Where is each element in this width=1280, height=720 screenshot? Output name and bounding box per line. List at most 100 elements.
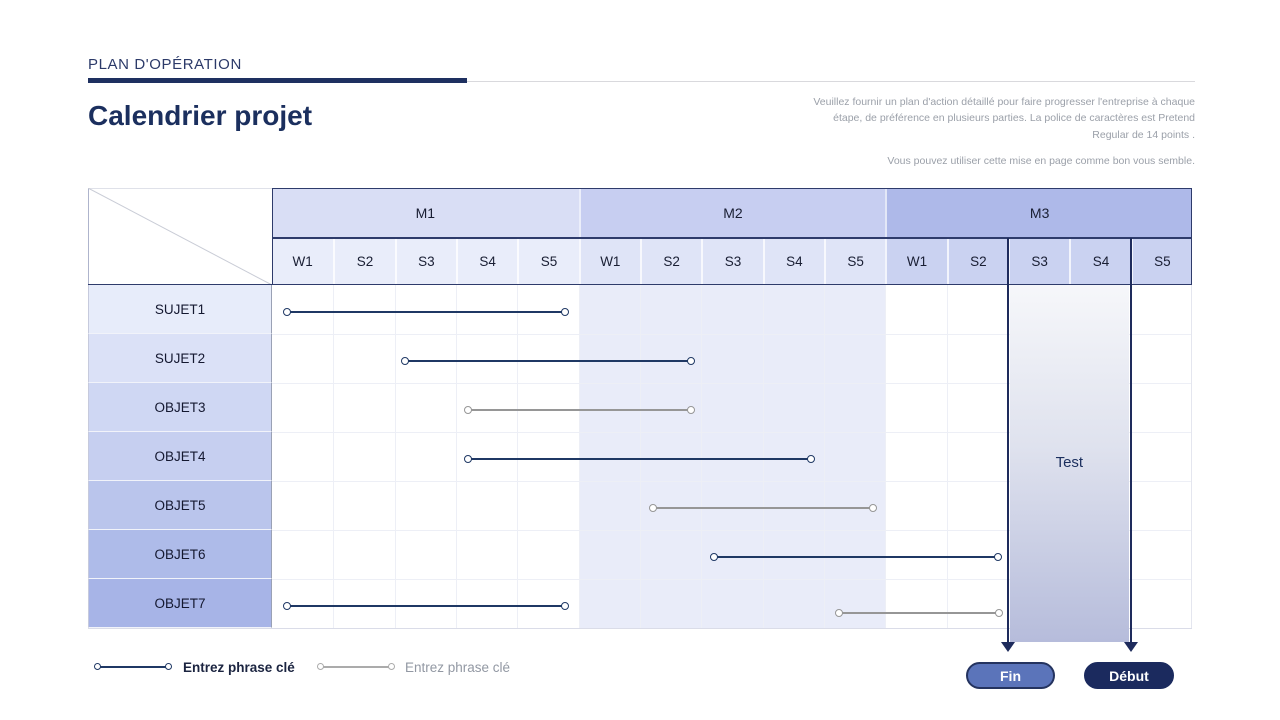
gantt-table: M1 W1 S2 S3 S4 S5 M2 W1 S2 S3 S4 S5 M3 W1 S2 S3 S4 S5 SUJE… — [88, 188, 1192, 663]
month-header-m3: M3 — [885, 188, 1192, 238]
highlight-column-fill — [1010, 285, 1129, 642]
gantt-bar-objet3-endpoint-start — [464, 406, 473, 414]
gantt-bar-objet6 — [713, 555, 998, 559]
row-label-objet3: OBJET3 — [88, 383, 272, 432]
gantt-bar-objet7-b-endpoint-end — [994, 609, 1003, 617]
week-header-m2-w1: W1 — [578, 238, 640, 285]
legend-label-secondary: Entrez phrase clé — [405, 660, 511, 675]
week-header-m3-s2: S2 — [946, 238, 1008, 285]
gantt-bar-objet5-endpoint-end — [869, 504, 878, 512]
legend-line-primary — [94, 663, 172, 670]
gantt-bar-objet4-endpoint-end — [807, 455, 816, 463]
month-header-m1: M1 — [272, 188, 579, 238]
highlight-left-arrow-icon — [1001, 642, 1015, 652]
gantt-bar-objet3 — [468, 408, 691, 412]
page-title: Calendrier projet — [88, 100, 313, 131]
month2-body-tint — [578, 285, 886, 628]
gantt-bar-objet3-endpoint-end — [686, 406, 695, 414]
gantt-bar-objet7-endpoint-end — [560, 602, 569, 610]
table-bottom-border — [88, 628, 1192, 629]
table-right-border — [1191, 285, 1192, 628]
gantt-bar-objet7-endpoint-start — [283, 602, 292, 610]
grid-column-line — [824, 285, 825, 628]
header-divider-accent — [88, 78, 467, 83]
gantt-bar-objet6-endpoint-end — [993, 553, 1002, 561]
grid-row-line — [272, 481, 1192, 482]
gantt-bar-sujet2-endpoint-end — [686, 357, 695, 365]
header-divider-thin — [88, 81, 1195, 82]
grid-column-line — [333, 285, 335, 628]
gantt-bar-sujet1-endpoint-end — [560, 308, 569, 316]
week-header-m3-s3: S3 — [1008, 238, 1070, 285]
fin-button[interactable]: Fin — [966, 662, 1055, 689]
grid-row-line — [272, 383, 1192, 384]
week-header-m3-w1: W1 — [885, 238, 947, 285]
week-header-m2-s4: S4 — [762, 238, 824, 285]
grid-column-line — [394, 285, 396, 628]
legend-endpoint-icon — [317, 663, 324, 670]
month-header-m2: M2 — [578, 188, 886, 238]
gantt-bar-objet5-endpoint-start — [648, 504, 657, 512]
week-header-m2-s3: S3 — [701, 238, 763, 285]
week-header-m1-s5: S5 — [517, 238, 579, 285]
grid-column-line — [885, 285, 887, 628]
month-week-divider — [272, 237, 1192, 239]
week-header-m2-s5: S5 — [824, 238, 886, 285]
kicker-text: PLAN D'OPÉRATION — [88, 56, 242, 73]
row-label-objet5: OBJET5 — [88, 481, 272, 530]
gantt-bar-sujet2-endpoint-start — [401, 357, 410, 365]
row-label-sujet2: SUJET2 — [88, 334, 272, 383]
week-header-m1-s3: S3 — [394, 238, 456, 285]
gantt-bar-objet4-endpoint-start — [464, 455, 473, 463]
row-label-objet7: OBJET7 — [88, 579, 272, 628]
gantt-bar-sujet1 — [287, 310, 565, 314]
grid-row-line — [272, 432, 1192, 433]
grid-column-line — [762, 285, 764, 628]
gantt-bar-objet6-endpoint-start — [709, 553, 718, 561]
gantt-bar-sujet1-endpoint-start — [283, 308, 292, 316]
grid-column-line — [578, 285, 580, 628]
week-header-m1-w1: W1 — [272, 238, 334, 285]
table-top-border — [272, 188, 1192, 189]
gantt-bar-objet7-b — [838, 611, 999, 615]
week-header-m1-s2: S2 — [333, 238, 395, 285]
grid-row-line — [272, 334, 1192, 335]
week-header-m3-s5: S5 — [1130, 238, 1192, 285]
legend-endpoint-icon — [94, 663, 101, 670]
grid-row-line — [272, 530, 1192, 531]
legend-endpoint-icon — [165, 663, 172, 670]
grid-column-line — [517, 285, 519, 628]
header-left-border — [271, 188, 273, 285]
gantt-bar-objet5 — [652, 506, 874, 510]
gantt-bar-objet7-b-endpoint-start — [834, 609, 843, 617]
header-right-border — [1191, 188, 1192, 285]
header-body-divider — [88, 283, 1192, 285]
row-label-objet6: OBJET6 — [88, 530, 272, 579]
row-label-sujet1: SUJET1 — [88, 285, 272, 334]
description-paragraph-1: Veuillez fournir un plan d'action détail… — [813, 96, 1195, 141]
gantt-bar-objet7 — [287, 604, 565, 608]
grid-column-line — [456, 285, 457, 628]
grid-column-line — [946, 285, 948, 628]
legend-line-secondary — [317, 663, 395, 670]
week-header-m2-s2: S2 — [640, 238, 702, 285]
description-block: Veuillez fournir un plan d'action détail… — [795, 94, 1195, 179]
legend-label-primary: Entrez phrase clé — [183, 660, 295, 675]
grid-column-line — [640, 285, 641, 628]
week-header-m3-s4: S4 — [1069, 238, 1131, 285]
gantt-bar-sujet2 — [405, 359, 691, 363]
highlight-right-arrow-icon — [1123, 642, 1138, 652]
highlight-left-border — [1007, 238, 1009, 642]
grid-column-line — [701, 285, 703, 628]
description-paragraph-2: Vous pouvez utiliser cette mise en page … — [887, 154, 1195, 167]
week-header-m1-s4: S4 — [456, 238, 518, 285]
debut-button[interactable]: Début — [1084, 662, 1174, 689]
grid-row-line — [272, 579, 1192, 580]
corner-diagonal-line — [88, 188, 272, 285]
highlight-label: Test — [1055, 454, 1084, 471]
row-label-objet4: OBJET4 — [88, 432, 272, 481]
gantt-bar-objet4 — [468, 457, 812, 461]
legend-endpoint-icon — [388, 663, 395, 670]
highlight-right-border — [1129, 238, 1132, 642]
